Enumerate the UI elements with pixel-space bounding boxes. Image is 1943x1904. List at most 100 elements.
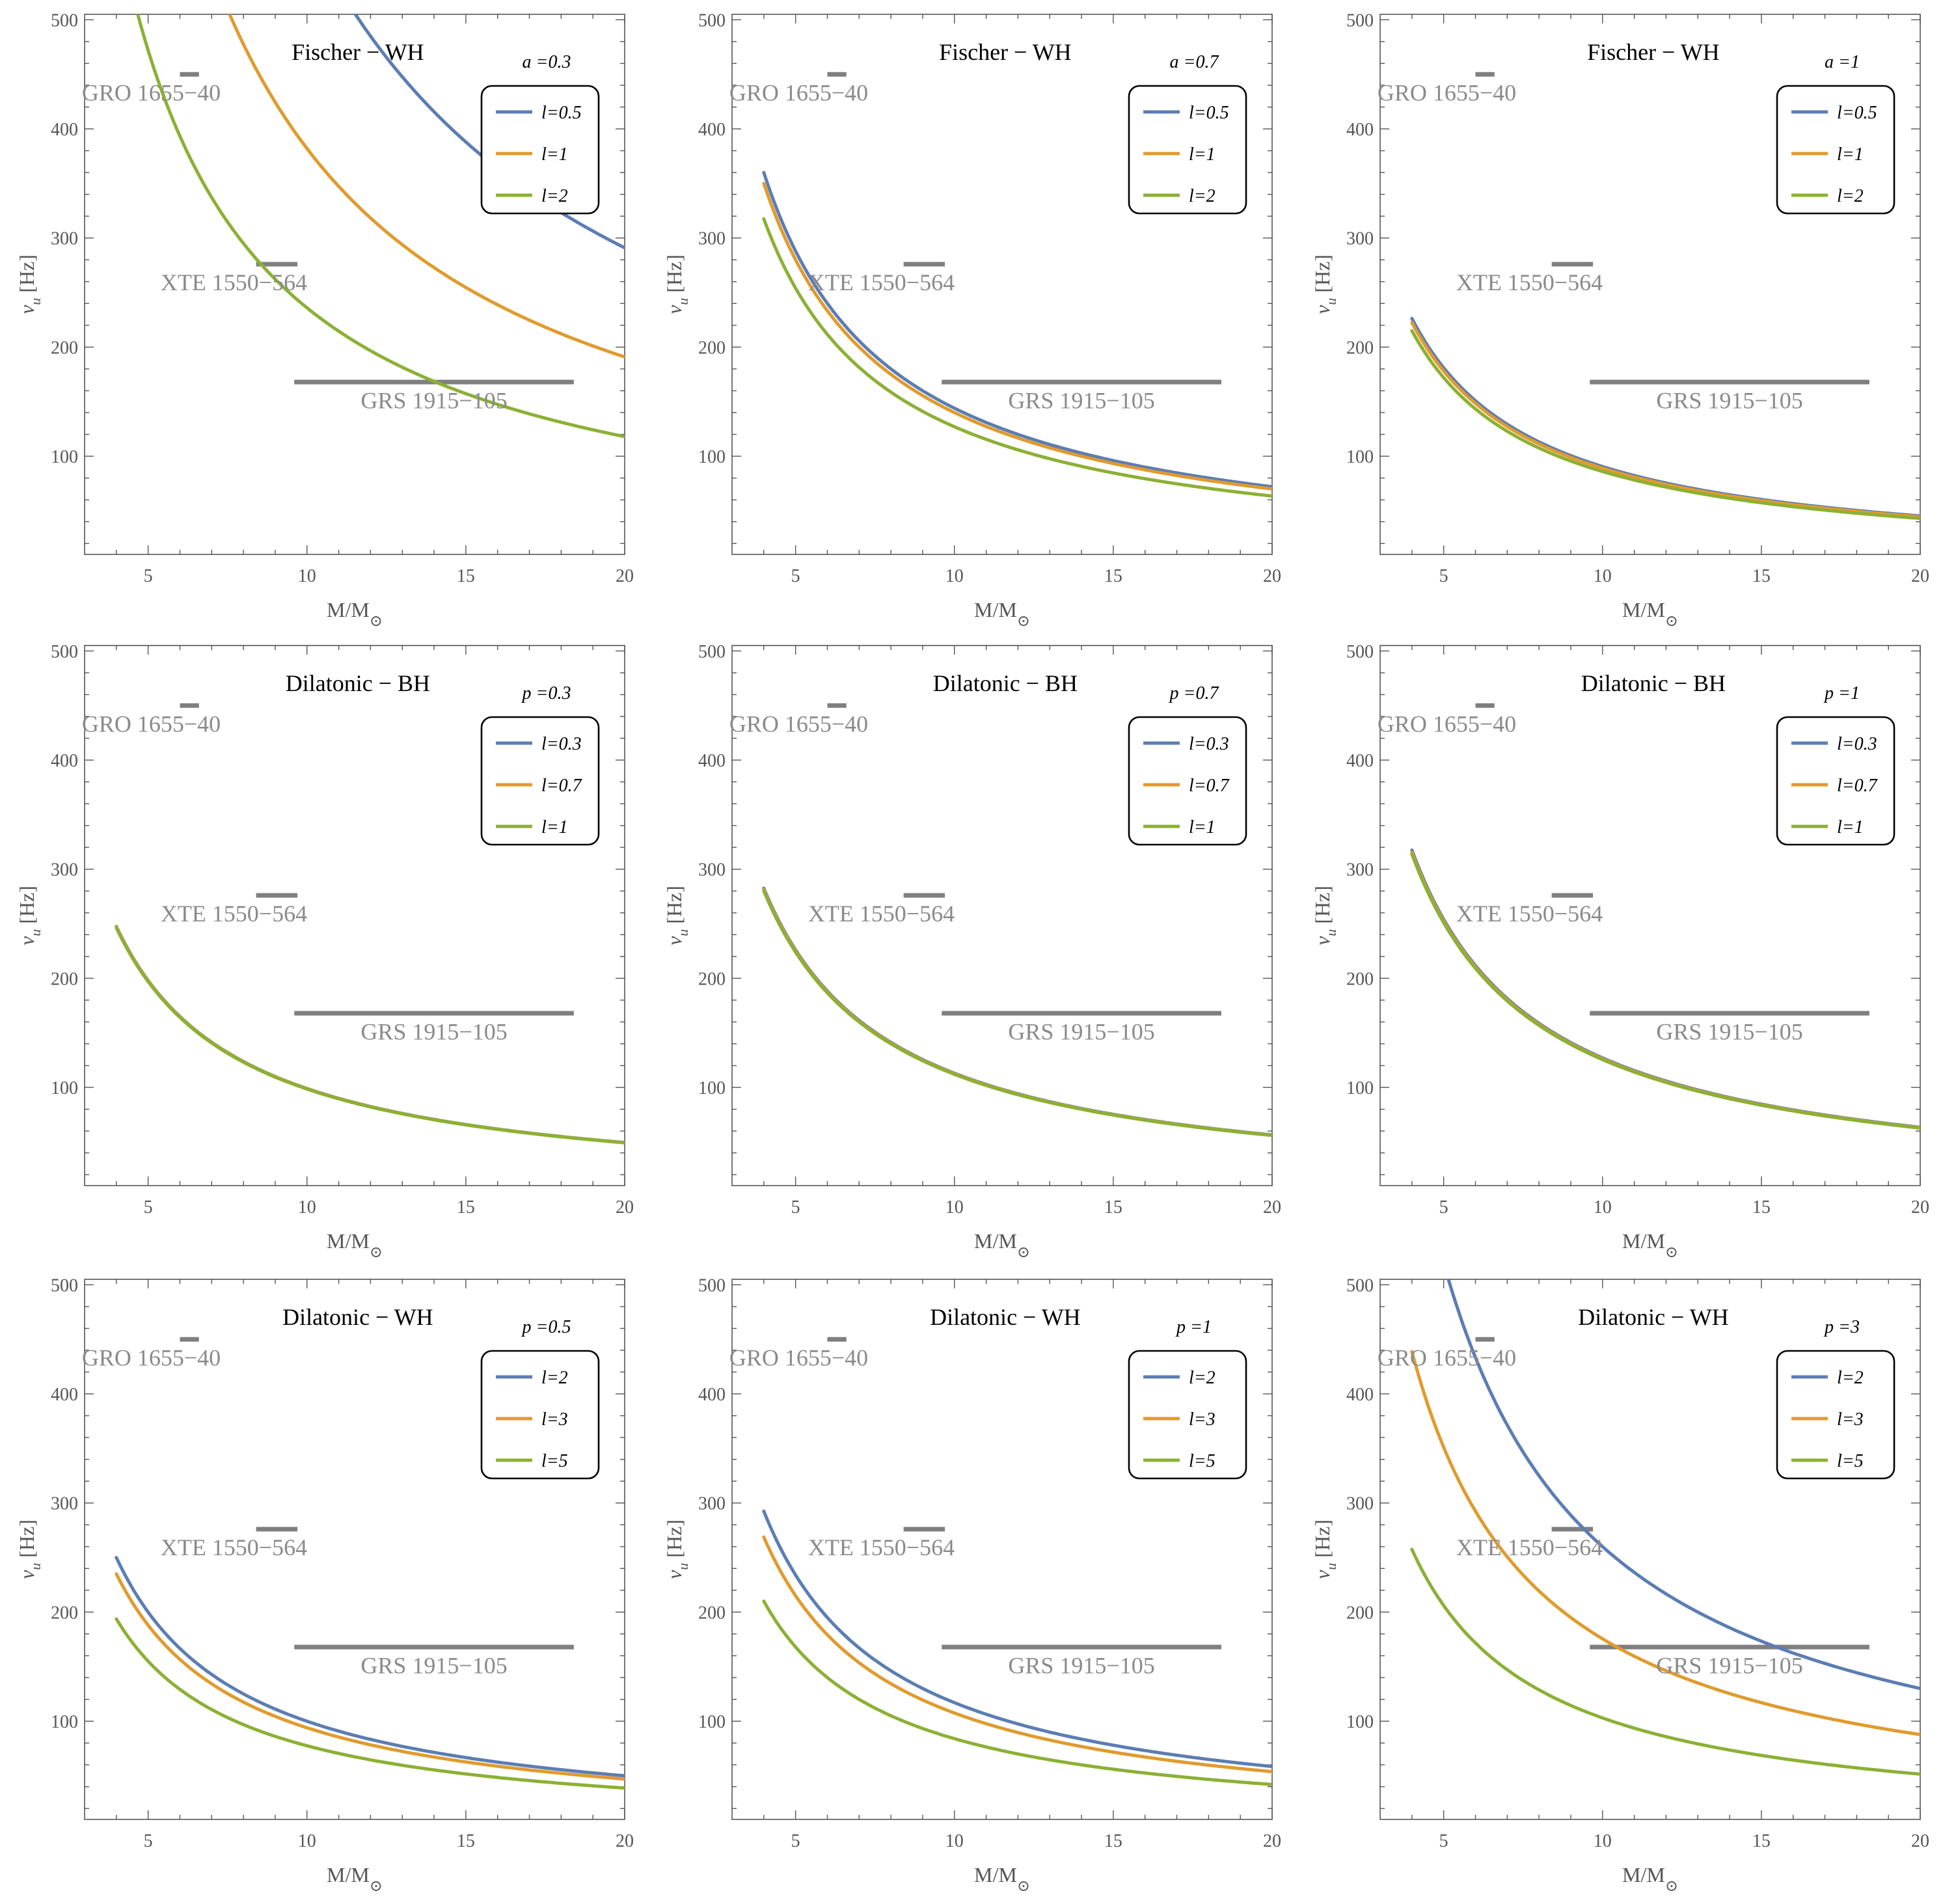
source-label: GRO 1655−40 [729,1344,868,1370]
panel-title: Dilatonic − BH [286,670,430,696]
x-axis-title-sub: ⊙ [1017,1244,1030,1261]
x-axis-title-sub: ⊙ [370,1878,383,1895]
series-line-3 [115,926,625,1145]
source-label: XTE 1550−564 [161,269,307,295]
legend-label-3: l=5 [1189,1451,1216,1471]
source-label: GRO 1655−40 [729,711,868,737]
y-axis-title-unit: [Hz] [662,1519,686,1563]
y-axis-title-unit: [Hz] [1311,886,1334,929]
legend-label-3: l=5 [541,1451,568,1471]
source-label: GRS 1915−105 [1008,1018,1154,1044]
legend-label-1: l=0.3 [1189,734,1229,754]
source-label: GRO 1655−40 [1378,79,1516,105]
series-line-1 [115,1556,625,1778]
y-axis-title-main: ν [662,305,686,314]
y-axis-title: νu [Hz] [662,1519,691,1579]
x-tick-label: 15 [1752,1197,1771,1217]
x-axis-title-sub: ⊙ [1665,1244,1678,1261]
series-line-3 [136,14,625,439]
series-line-1 [762,170,1272,489]
plot-frame [1379,1279,1921,1820]
legend-label-1: l=2 [541,1368,568,1388]
x-axis-title-main: M/M [327,1229,370,1253]
y-tick-label: 100 [1346,1712,1374,1732]
x-tick-label: 10 [945,1197,964,1217]
y-axis-title-main: ν [1311,1570,1334,1579]
legend-box [1776,85,1895,215]
x-tick-label: 15 [1104,566,1122,586]
y-tick-label: 100 [51,1712,78,1732]
source-label: GRS 1915−105 [1656,1018,1802,1044]
plot-area [1410,72,1920,521]
source-label: XTE 1550−564 [1456,901,1603,927]
y-tick-label: 300 [698,229,726,249]
x-tick-label: 10 [298,1197,316,1217]
series-line-3 [1410,1547,1920,1776]
x-tick-label: 10 [298,1831,316,1851]
y-axis-title-sub: u [27,1563,44,1570]
source-label: XTE 1550−564 [1456,269,1603,295]
x-axis-title-sub: ⊙ [1665,613,1678,630]
y-tick-label: 300 [51,860,78,880]
y-tick-label: 400 [51,120,78,140]
y-tick-label: 200 [1346,1603,1374,1623]
legend-label-2: l=3 [1837,1409,1864,1430]
y-tick-label: 500 [51,642,78,662]
legend-label-2: l=1 [541,144,568,165]
x-axis-title-sub: ⊙ [370,613,383,630]
series-line-3 [1410,852,1920,1130]
source-label: GRS 1915−105 [360,1018,507,1044]
y-axis-title-unit: [Hz] [15,1519,38,1563]
y-tick-label: 200 [698,969,726,989]
x-tick-label: 5 [144,1197,153,1217]
x-tick-label: 5 [144,1831,153,1851]
y-tick-label: 400 [1346,120,1374,140]
source-label: XTE 1550−564 [161,1534,307,1560]
legend-label-2: l=1 [1189,144,1216,165]
x-axis-title: M/M⊙ [1622,1863,1678,1895]
parameter-label: p =0.5 [521,1317,571,1337]
y-axis-title-unit: [Hz] [15,886,38,929]
y-tick-label: 300 [1346,860,1374,880]
plot-area [762,1337,1272,1786]
x-tick-label: 5 [791,566,800,586]
y-tick-label: 200 [698,1603,726,1623]
y-tick-label: 200 [698,338,726,358]
y-tick-label: 400 [698,120,726,140]
panel-title: Fischer − WH [1587,39,1720,65]
legend-label-1: l=0.3 [541,734,582,754]
series-line-3 [1410,329,1920,521]
panel-9: 5 10 15 20 100 200 300 400 500 M/M⊙ νu [Hz] GRO 165… [1311,1275,1929,1895]
plot-frame [731,14,1273,555]
y-axis-title: νu [Hz] [1311,1519,1339,1579]
x-tick-label: 20 [616,1831,634,1851]
panel-title: Fischer − WH [939,39,1072,65]
parameter-label: a =1 [1825,52,1860,72]
y-tick-label: 500 [51,1275,78,1296]
y-tick-label: 400 [698,1385,726,1405]
y-tick-label: 500 [698,642,726,662]
x-tick-label: 20 [1911,1197,1929,1217]
x-axis-title-sub: ⊙ [370,1244,383,1261]
series-line-3 [762,217,1272,498]
plot-area [1410,1279,1920,1776]
x-tick-label: 20 [1263,1197,1281,1217]
y-tick-label: 500 [698,1275,726,1296]
panel-8: 5 10 15 20 100 200 300 400 500 M/M⊙ νu [Hz] GRO 165… [662,1275,1281,1895]
x-tick-label: 20 [1263,1831,1281,1851]
plot-area [115,1337,625,1790]
x-axis-title: M/M⊙ [327,1863,383,1895]
x-tick-label: 5 [144,566,153,586]
legend-box [1128,85,1247,215]
series-line-2 [115,1572,625,1781]
parameter-label: p =0.7 [1169,683,1219,703]
x-axis-title: M/M⊙ [974,598,1030,630]
legend-label-3: l=1 [1189,817,1216,837]
legend-label-3: l=2 [541,186,568,206]
x-tick-label: 5 [791,1197,800,1217]
x-axis-title: M/M⊙ [1622,598,1678,630]
y-tick-label: 200 [1346,969,1374,989]
y-tick-label: 100 [1346,447,1374,467]
